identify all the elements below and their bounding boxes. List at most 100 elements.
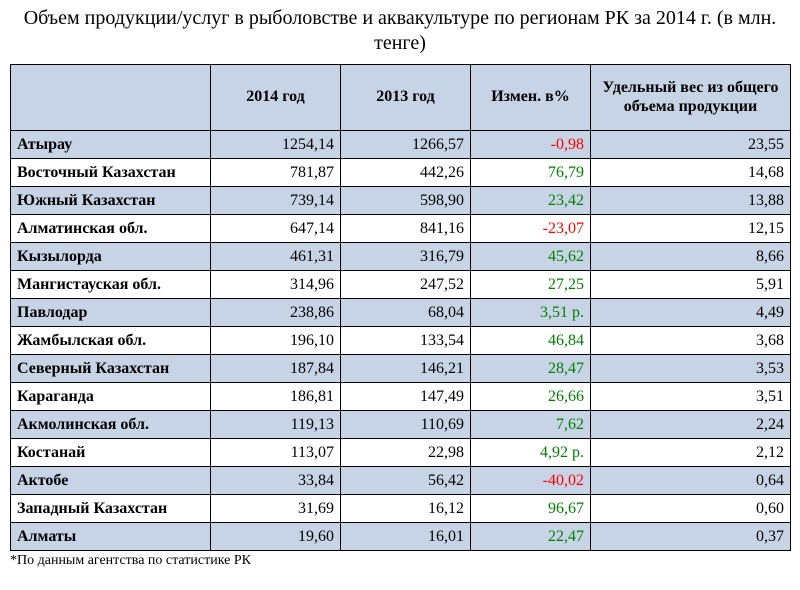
table-row: Караганда186,81147,4926,663,51 <box>11 383 791 411</box>
cell-change: 3,51 р. <box>471 299 591 327</box>
cell-2013: 133,54 <box>341 327 471 355</box>
table-body: Атырау1254,141266,57-0,9823,55Восточный … <box>11 131 791 551</box>
cell-2014: 31,69 <box>211 495 341 523</box>
cell-2013: 22,98 <box>341 439 471 467</box>
data-table: 2014 год 2013 год Измен. в% Удельный вес… <box>10 64 791 551</box>
cell-region: Актобе <box>11 467 211 495</box>
col-header-change: Измен. в% <box>471 65 591 131</box>
cell-region: Алматы <box>11 523 211 551</box>
cell-change: 46,84 <box>471 327 591 355</box>
cell-share: 3,51 <box>591 383 791 411</box>
col-header-region <box>11 65 211 131</box>
cell-region: Западный Казахстан <box>11 495 211 523</box>
cell-share: 4,49 <box>591 299 791 327</box>
table-row: Алматинская обл.647,14841,16-23,0712,15 <box>11 215 791 243</box>
col-header-2014: 2014 год <box>211 65 341 131</box>
cell-share: 0,37 <box>591 523 791 551</box>
cell-2013: 16,12 <box>341 495 471 523</box>
cell-2014: 187,84 <box>211 355 341 383</box>
cell-share: 3,68 <box>591 327 791 355</box>
cell-change: 23,42 <box>471 187 591 215</box>
table-row: Западный Казахстан31,6916,1296,670,60 <box>11 495 791 523</box>
cell-region: Павлодар <box>11 299 211 327</box>
cell-share: 14,68 <box>591 159 791 187</box>
table-row: Восточный Казахстан781,87442,2676,7914,6… <box>11 159 791 187</box>
cell-change: -23,07 <box>471 215 591 243</box>
cell-2013: 316,79 <box>341 243 471 271</box>
table-row: Актобе33,8456,42-40,020,64 <box>11 467 791 495</box>
col-header-2013: 2013 год <box>341 65 471 131</box>
cell-change: 96,67 <box>471 495 591 523</box>
col-header-share: Удельный вес из общего объема продукции <box>591 65 791 131</box>
table-row: Акмолинская обл.119,13110,697,622,24 <box>11 411 791 439</box>
cell-region: Жамбылская обл. <box>11 327 211 355</box>
page-title: Объем продукции/услуг в рыболовстве и ак… <box>10 6 790 56</box>
cell-region: Северный Казахстан <box>11 355 211 383</box>
cell-change: -40,02 <box>471 467 591 495</box>
cell-2014: 1254,14 <box>211 131 341 159</box>
table-row: Южный Казахстан739,14598,9023,4213,88 <box>11 187 791 215</box>
cell-change: 28,47 <box>471 355 591 383</box>
cell-2013: 247,52 <box>341 271 471 299</box>
cell-2013: 56,42 <box>341 467 471 495</box>
cell-2014: 314,96 <box>211 271 341 299</box>
cell-2013: 598,90 <box>341 187 471 215</box>
table-row: Жамбылская обл.196,10133,5446,843,68 <box>11 327 791 355</box>
cell-share: 2,12 <box>591 439 791 467</box>
cell-2014: 739,14 <box>211 187 341 215</box>
cell-region: Алматинская обл. <box>11 215 211 243</box>
cell-change: 45,62 <box>471 243 591 271</box>
cell-region: Кызылорда <box>11 243 211 271</box>
cell-2013: 442,26 <box>341 159 471 187</box>
cell-region: Костанай <box>11 439 211 467</box>
cell-2014: 19,60 <box>211 523 341 551</box>
cell-change: 4,92 р. <box>471 439 591 467</box>
table-row: Костанай113,0722,984,92 р.2,12 <box>11 439 791 467</box>
table-row: Северный Казахстан187,84146,2128,473,53 <box>11 355 791 383</box>
cell-2013: 16,01 <box>341 523 471 551</box>
cell-share: 0,60 <box>591 495 791 523</box>
cell-2013: 841,16 <box>341 215 471 243</box>
table-row: Мангистауская обл.314,96247,5227,255,91 <box>11 271 791 299</box>
cell-change: 26,66 <box>471 383 591 411</box>
table-row: Павлодар238,8668,043,51 р.4,49 <box>11 299 791 327</box>
cell-share: 12,15 <box>591 215 791 243</box>
footnote: *По данным агентства по статистике РК <box>10 553 790 569</box>
cell-change: -0,98 <box>471 131 591 159</box>
cell-2014: 238,86 <box>211 299 341 327</box>
cell-2013: 68,04 <box>341 299 471 327</box>
table-header: 2014 год 2013 год Измен. в% Удельный вес… <box>11 65 791 131</box>
cell-share: 8,66 <box>591 243 791 271</box>
page: Объем продукции/услуг в рыболовстве и ак… <box>0 0 800 590</box>
cell-2014: 196,10 <box>211 327 341 355</box>
cell-region: Акмолинская обл. <box>11 411 211 439</box>
cell-region: Атырау <box>11 131 211 159</box>
cell-share: 13,88 <box>591 187 791 215</box>
cell-2014: 461,31 <box>211 243 341 271</box>
cell-share: 2,24 <box>591 411 791 439</box>
cell-region: Мангистауская обл. <box>11 271 211 299</box>
cell-2014: 781,87 <box>211 159 341 187</box>
table-row: Кызылорда461,31316,7945,628,66 <box>11 243 791 271</box>
cell-2013: 1266,57 <box>341 131 471 159</box>
cell-2013: 147,49 <box>341 383 471 411</box>
cell-2014: 119,13 <box>211 411 341 439</box>
cell-change: 22,47 <box>471 523 591 551</box>
table-row: Атырау1254,141266,57-0,9823,55 <box>11 131 791 159</box>
cell-region: Караганда <box>11 383 211 411</box>
cell-2014: 186,81 <box>211 383 341 411</box>
cell-region: Южный Казахстан <box>11 187 211 215</box>
cell-2014: 33,84 <box>211 467 341 495</box>
cell-2013: 110,69 <box>341 411 471 439</box>
cell-share: 3,53 <box>591 355 791 383</box>
cell-change: 76,79 <box>471 159 591 187</box>
cell-share: 0,64 <box>591 467 791 495</box>
cell-change: 27,25 <box>471 271 591 299</box>
cell-share: 5,91 <box>591 271 791 299</box>
cell-2014: 647,14 <box>211 215 341 243</box>
cell-change: 7,62 <box>471 411 591 439</box>
cell-region: Восточный Казахстан <box>11 159 211 187</box>
cell-2013: 146,21 <box>341 355 471 383</box>
cell-share: 23,55 <box>591 131 791 159</box>
cell-2014: 113,07 <box>211 439 341 467</box>
